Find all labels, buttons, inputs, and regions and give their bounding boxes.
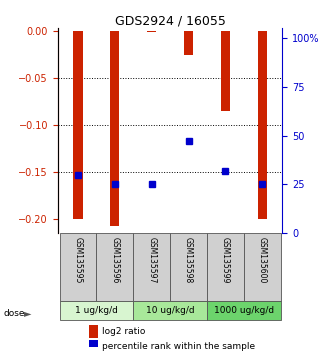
Bar <box>244 233 281 301</box>
Bar <box>133 233 170 301</box>
Bar <box>170 233 207 301</box>
Bar <box>221 31 230 111</box>
Text: GSM135595: GSM135595 <box>74 236 82 283</box>
Text: 1 ug/kg/d: 1 ug/kg/d <box>75 306 118 315</box>
Bar <box>96 233 133 301</box>
Bar <box>60 301 133 320</box>
Text: GSM135600: GSM135600 <box>258 236 267 283</box>
Text: 10 ug/kg/d: 10 ug/kg/d <box>146 306 195 315</box>
Text: 1000 ug/kg/d: 1000 ug/kg/d <box>214 306 274 315</box>
Bar <box>133 301 207 320</box>
Text: GSM135597: GSM135597 <box>147 236 156 283</box>
Bar <box>207 301 281 320</box>
Bar <box>207 233 244 301</box>
Bar <box>74 31 82 219</box>
Bar <box>89 325 98 338</box>
Text: ►: ► <box>24 308 31 318</box>
Text: GSM135596: GSM135596 <box>110 236 119 283</box>
Text: log2 ratio: log2 ratio <box>102 327 145 336</box>
Bar <box>60 233 96 301</box>
Bar <box>110 31 119 225</box>
Bar <box>147 31 156 32</box>
Text: GSM135598: GSM135598 <box>184 236 193 283</box>
Bar <box>184 31 193 55</box>
Text: percentile rank within the sample: percentile rank within the sample <box>102 342 255 350</box>
Bar <box>89 339 98 352</box>
Title: GDS2924 / 16055: GDS2924 / 16055 <box>115 14 226 27</box>
Text: GSM135599: GSM135599 <box>221 236 230 283</box>
Bar <box>258 31 267 219</box>
Text: dose: dose <box>3 309 25 318</box>
